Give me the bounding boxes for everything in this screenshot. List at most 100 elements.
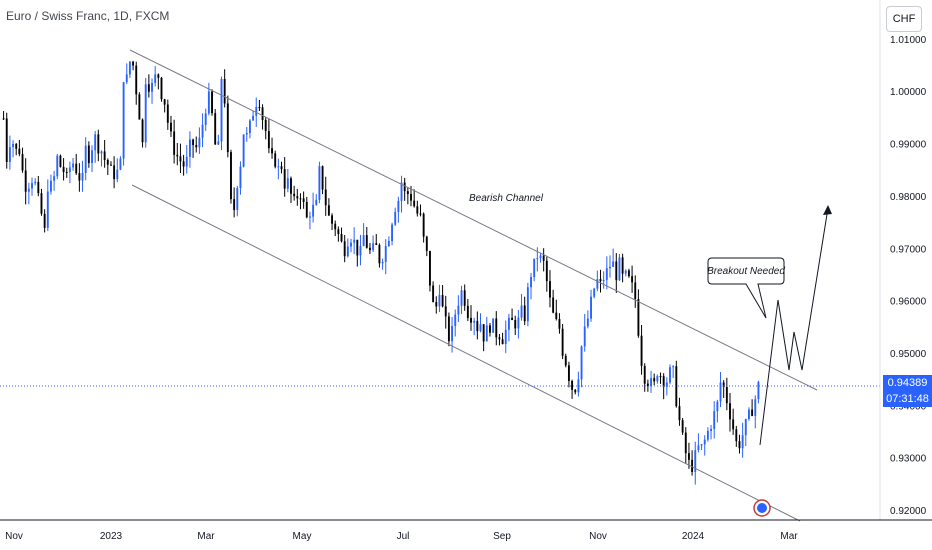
candle-body xyxy=(413,200,416,207)
candle-body xyxy=(482,324,485,342)
candle-body xyxy=(312,204,315,217)
candle-body xyxy=(138,94,141,120)
candle-body xyxy=(119,158,122,170)
price-axis[interactable]: 1.01000 1.00000 0.99000 0.98000 0.97000 0.960… xyxy=(890,35,927,517)
candle-body xyxy=(315,199,318,205)
candle-body xyxy=(302,198,305,202)
candle-body xyxy=(609,266,611,269)
candle-body xyxy=(583,326,586,347)
y-tick-label: 0.99000 xyxy=(890,140,927,151)
channel-lower-line[interactable] xyxy=(131,184,801,522)
candle-body xyxy=(631,276,634,283)
candle-body xyxy=(233,199,236,210)
candle-body xyxy=(359,246,362,256)
candle-body xyxy=(211,91,213,114)
candle-body xyxy=(451,326,454,342)
last-price-tag: 0.94389 07:31:48 xyxy=(883,375,932,407)
candle-body xyxy=(511,317,514,320)
candle-body xyxy=(441,295,444,307)
candle-body xyxy=(327,205,330,216)
candle-body xyxy=(662,376,665,387)
currency-button[interactable]: CHF xyxy=(886,6,922,32)
candle-body xyxy=(599,279,602,282)
candle-body xyxy=(176,154,179,157)
candle-body xyxy=(264,119,267,132)
candle-body xyxy=(706,430,709,440)
breakout-callout[interactable]: Breakout Needed xyxy=(707,257,785,319)
event-marker-icon[interactable] xyxy=(753,499,771,517)
candle-body xyxy=(122,82,125,159)
candle-body xyxy=(410,194,412,201)
candle-body xyxy=(365,235,368,248)
bar-countdown: 07:31:48 xyxy=(886,393,929,405)
candle-body xyxy=(2,118,5,120)
candle-body xyxy=(286,178,289,189)
candle-body xyxy=(356,239,359,256)
projection-path[interactable] xyxy=(759,207,829,446)
candle-body xyxy=(110,164,112,166)
candle-body xyxy=(46,191,49,228)
candle-body xyxy=(700,444,703,446)
x-tick-label: 2024 xyxy=(682,531,705,542)
candle-body xyxy=(586,318,589,327)
candle-body xyxy=(305,201,308,218)
candle-body xyxy=(21,154,24,171)
candle-body xyxy=(378,244,381,264)
candle-body xyxy=(81,172,84,181)
candle-body xyxy=(457,305,460,315)
candle-body xyxy=(397,200,400,212)
candle-body xyxy=(94,134,97,151)
channel-upper-line[interactable] xyxy=(129,49,818,391)
candle-body xyxy=(128,61,131,75)
candle-body xyxy=(84,145,87,173)
candle-body xyxy=(615,261,618,281)
candle-body xyxy=(574,389,577,393)
candle-body xyxy=(375,243,378,245)
candle-body xyxy=(135,65,138,95)
time-axis[interactable]: Nov 2023 Mar May Jul Sep Nov 2024 Mar xyxy=(5,531,798,542)
candle-body xyxy=(324,189,327,206)
candle-body xyxy=(517,317,520,329)
candle-body xyxy=(438,295,441,307)
candle-body xyxy=(596,279,599,289)
candle-body xyxy=(703,439,706,445)
candle-body xyxy=(87,145,90,164)
candle-body xyxy=(151,82,153,92)
candle-body xyxy=(732,419,735,430)
candle-body xyxy=(166,104,169,123)
candle-body xyxy=(741,435,744,449)
candle-body xyxy=(91,150,93,164)
candle-body xyxy=(722,382,725,387)
candle-body xyxy=(476,320,479,332)
candle-body xyxy=(504,329,507,345)
candle-body xyxy=(684,432,687,454)
candle-body xyxy=(526,287,529,322)
candle-body xyxy=(729,403,731,420)
candle-body xyxy=(751,409,754,416)
candle-body xyxy=(659,376,662,378)
candle-body xyxy=(43,213,46,228)
candle-body xyxy=(571,381,574,390)
chart-title: Euro / Swiss Franc, 1D, FXCM xyxy=(6,9,170,23)
candle-body xyxy=(558,318,561,329)
candle-body xyxy=(400,182,403,201)
candle-body xyxy=(394,211,397,225)
candle-body xyxy=(738,441,741,449)
candle-body xyxy=(248,120,251,133)
candle-body xyxy=(627,270,630,277)
candle-body xyxy=(24,170,27,192)
candle-body xyxy=(198,137,201,148)
candle-body xyxy=(539,255,542,259)
candle-body xyxy=(5,118,8,163)
candle-body xyxy=(318,166,321,200)
candle-body xyxy=(372,243,375,251)
candle-body xyxy=(555,312,558,319)
candle-body xyxy=(277,166,280,168)
candle-body xyxy=(59,155,62,167)
candle-body xyxy=(8,147,11,163)
candle-body xyxy=(549,281,551,298)
candle-body xyxy=(37,181,40,194)
candle-body xyxy=(533,258,536,278)
candle-body xyxy=(220,78,223,142)
